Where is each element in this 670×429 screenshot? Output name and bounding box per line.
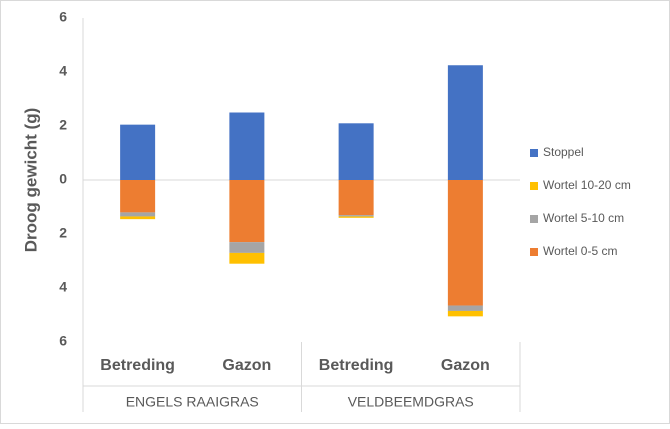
legend-swatch bbox=[530, 149, 538, 157]
y-tick-label: 2 bbox=[59, 117, 67, 133]
y-tick-label: 6 bbox=[59, 333, 67, 349]
legend-swatch bbox=[530, 182, 538, 190]
legend-label: Wortel 0-5 cm bbox=[543, 244, 617, 258]
bar-segment bbox=[229, 252, 265, 264]
bar-segment bbox=[338, 216, 374, 218]
x-tick-label: Betreding bbox=[100, 357, 175, 374]
bar-segment bbox=[229, 180, 265, 243]
x-tick-label: Betreding bbox=[319, 357, 394, 374]
y-tick-label: 6 bbox=[59, 9, 67, 25]
bar-segment bbox=[338, 215, 374, 217]
y-tick-label: 4 bbox=[59, 63, 67, 79]
legend-label: Stoppel bbox=[543, 145, 584, 159]
bar-segment bbox=[120, 124, 156, 180]
bar-segment bbox=[120, 180, 156, 213]
legend-swatch bbox=[530, 215, 538, 223]
bar-segment bbox=[229, 242, 265, 253]
bar-segment bbox=[447, 305, 483, 311]
group-label: ENGELS RAAIGRAS bbox=[126, 394, 259, 410]
legend-label: Wortel 5-10 cm bbox=[543, 211, 624, 225]
y-tick-label: 0 bbox=[59, 171, 67, 187]
bar-segment bbox=[338, 123, 374, 180]
x-tick-label: Gazon bbox=[441, 357, 490, 374]
bar-segment bbox=[120, 212, 156, 217]
y-tick-label: 4 bbox=[59, 279, 67, 295]
group-label: VELDBEEMDGRAS bbox=[348, 394, 474, 410]
legend-label: Wortel 10-20 cm bbox=[543, 178, 631, 192]
y-tick-label: 2 bbox=[59, 225, 67, 241]
bar-segment bbox=[447, 310, 483, 317]
bar-segment bbox=[229, 112, 265, 180]
bar-segment bbox=[447, 180, 483, 306]
bar-segment bbox=[120, 216, 156, 220]
legend-swatch bbox=[530, 248, 538, 256]
bar-segment bbox=[447, 65, 483, 180]
x-tick-label: Gazon bbox=[222, 357, 271, 374]
y-axis-title: Droog gewicht (g) bbox=[21, 108, 40, 252]
bar-segment bbox=[338, 180, 374, 216]
